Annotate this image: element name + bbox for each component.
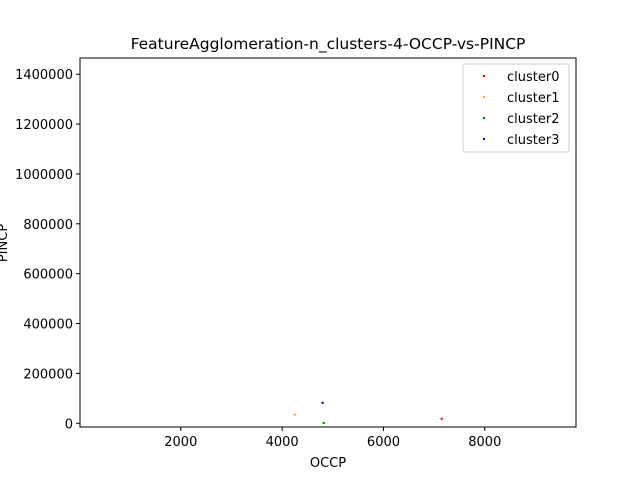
data-points	[293, 401, 443, 425]
data-point-cluster2	[322, 421, 325, 425]
x-axis-label: OCCP	[310, 456, 346, 471]
y-tick-label: 800000	[23, 218, 73, 233]
x-tick-label: 6000	[367, 435, 400, 450]
y-tick-label: 0	[65, 417, 73, 432]
plot-axes	[79, 57, 577, 428]
legend-marker-cluster2	[482, 116, 486, 120]
plot-area	[79, 57, 577, 428]
legend-marker-cluster0	[482, 74, 486, 78]
legend-marker-cluster1	[482, 95, 486, 99]
y-tick-label: 1000000	[15, 168, 73, 183]
x-tick-label: 8000	[468, 435, 501, 450]
data-point-cluster3	[321, 401, 324, 405]
x-tick-label: 2000	[164, 435, 197, 450]
chart-title: FeatureAgglomeration-n_clusters-4-OCCP-v…	[131, 35, 526, 54]
y-tick-label: 400000	[23, 318, 73, 333]
x-axis-ticks: 2000 4000 6000 8000	[164, 427, 501, 450]
legend-label-cluster0: cluster0	[507, 70, 559, 85]
legend-label-cluster3: cluster3	[507, 133, 559, 148]
legend-label-cluster2: cluster2	[507, 112, 559, 127]
legend-label-cluster1: cluster1	[507, 91, 559, 106]
y-tick-label: 200000	[23, 367, 73, 382]
legend-box	[462, 63, 570, 153]
data-point-cluster0	[440, 417, 443, 420]
legend-marker-cluster3	[482, 137, 486, 141]
legend: cluster0 cluster1 cluster2 cluster3	[462, 63, 570, 153]
data-point-cluster1	[293, 413, 297, 416]
y-tick-label: 1400000	[15, 68, 73, 83]
y-axis-label: PINCP	[0, 224, 11, 262]
y-tick-label: 600000	[23, 268, 73, 283]
y-tick-label: 1200000	[15, 118, 73, 133]
x-tick-label: 4000	[266, 435, 299, 450]
y-axis-ticks: 0 200000 400000 600000 800000 1000000 1200000 1…	[15, 68, 80, 432]
